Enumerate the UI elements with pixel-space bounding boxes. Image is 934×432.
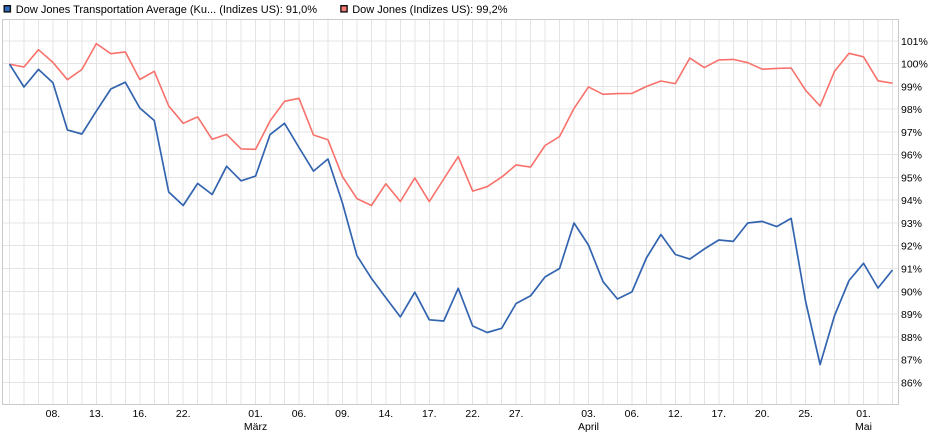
svg-text:Mai: Mai [855,421,872,432]
svg-text:06.: 06. [292,408,307,420]
svg-text:95%: 95% [901,172,922,184]
svg-text:13.: 13. [89,408,104,420]
svg-text:91%: 91% [901,264,922,276]
svg-text:88%: 88% [901,332,922,344]
svg-text:03.: 03. [581,408,596,420]
svg-text:Dow Jones Transportation Avera: Dow Jones Transportation Average (Ku... … [16,4,317,16]
svg-text:12.: 12. [668,408,683,420]
svg-text:17.: 17. [711,408,726,420]
svg-text:14.: 14. [379,408,394,420]
svg-text:09.: 09. [335,408,350,420]
svg-text:17.: 17. [422,408,437,420]
svg-text:06.: 06. [625,408,640,420]
svg-text:22.: 22. [176,408,191,420]
svg-text:98%: 98% [901,104,922,116]
svg-text:22.: 22. [465,408,480,420]
svg-text:08.: 08. [46,408,61,420]
svg-text:87%: 87% [901,355,922,367]
svg-text:Dow Jones (Indizes US): 99,2%: Dow Jones (Indizes US): 99,2% [352,4,508,16]
svg-text:92%: 92% [901,241,922,253]
svg-text:16.: 16. [132,408,147,420]
svg-text:März: März [244,421,267,432]
svg-text:20.: 20. [755,408,770,420]
svg-text:01.: 01. [856,408,871,420]
svg-text:99%: 99% [901,81,922,93]
svg-text:April: April [578,421,599,432]
svg-text:97%: 97% [901,127,922,139]
svg-text:100%: 100% [901,59,928,71]
svg-text:96%: 96% [901,150,922,162]
svg-text:27.: 27. [509,408,524,420]
svg-text:94%: 94% [901,195,922,207]
svg-text:89%: 89% [901,309,922,321]
svg-text:25.: 25. [798,408,813,420]
svg-text:90%: 90% [901,286,922,298]
svg-text:86%: 86% [901,377,922,389]
svg-text:01.: 01. [248,408,263,420]
svg-text:101%: 101% [901,36,928,48]
svg-text:93%: 93% [901,218,922,230]
